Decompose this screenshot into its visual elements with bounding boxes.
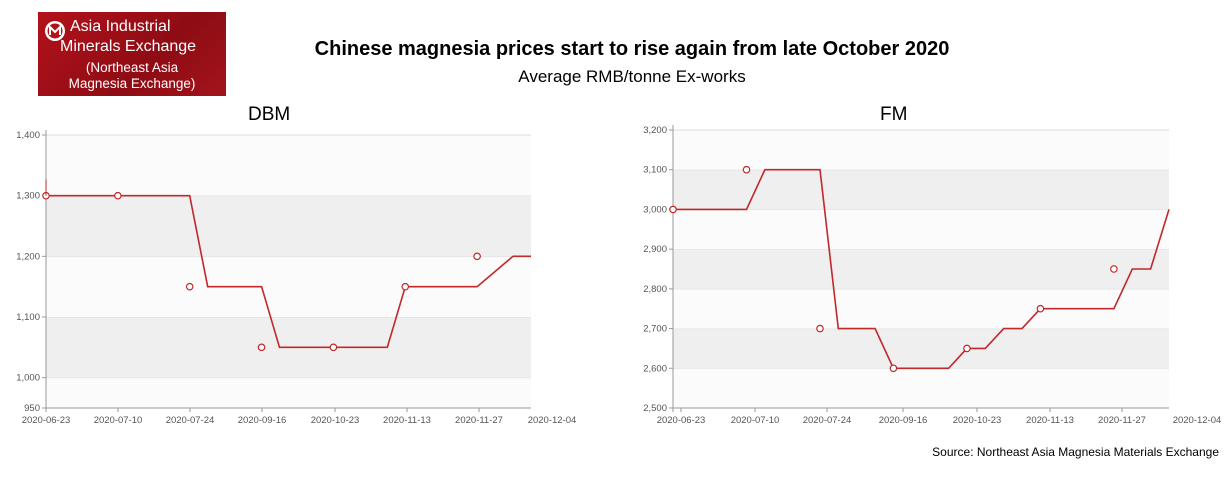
data-point [257, 343, 266, 352]
x-tick-label: 2020-11-13 [1026, 415, 1074, 426]
y-tick-label: 2,700 [643, 324, 667, 335]
y-tick-label: 3,200 [643, 125, 667, 136]
chart-title-dbm: DBM [248, 104, 291, 125]
y-tick-label: 2,900 [643, 244, 667, 255]
chart-title-fm: FM [880, 104, 908, 125]
data-point [1110, 265, 1118, 273]
x-tick-label: 2020-11-13 [383, 415, 431, 426]
y-tick-label: 3,100 [643, 165, 667, 176]
grid-band [673, 209, 1169, 250]
chart-fm: 2,500 2,600 2,700 2,800 2,900 3,000 3,100 3,200… [643, 125, 1221, 426]
y-tick-label: 1,300 [16, 191, 40, 202]
x-tick-label: 2020-12-04 [528, 415, 577, 426]
x-tick-label: 2020-06-23 [22, 415, 71, 426]
x-tick-label: 2020-06-23 [657, 415, 706, 426]
exchange-logo: Asia Industrial Minerals Exchange (North… [38, 12, 226, 96]
series-line [673, 168, 1170, 370]
grid-band [673, 169, 1169, 210]
x-tick-label: 2020-07-10 [731, 415, 780, 426]
logo-line-3: (Northeast Asia [85, 60, 179, 75]
y-tick-label: 2,600 [643, 363, 667, 374]
data-point [742, 165, 751, 174]
data-point [1036, 304, 1045, 313]
chart-dbm: 950 1,000 1,100 1,200 1,300 1,400 2020-06-23 20… [16, 130, 576, 426]
data-point [816, 324, 824, 333]
logo-line-4: Magnesia Exchange) [68, 76, 196, 91]
x-tick-label: 2020-11-27 [1098, 415, 1146, 426]
page-subtitle: Average RMB/tonne Ex-works [518, 67, 746, 86]
y-tick-label: 950 [24, 403, 40, 414]
y-tick-label: 1,100 [16, 312, 40, 323]
y-tick-label: 2,800 [643, 284, 667, 295]
x-tick-label: 2020-10-23 [953, 415, 1002, 426]
data-point [401, 282, 410, 291]
x-tick-label: 2020-12-04 [1173, 415, 1222, 426]
y-tick-label: 1,400 [16, 130, 40, 141]
grid-band [673, 249, 1169, 289]
data-point [329, 343, 338, 352]
grid-band [46, 135, 531, 196]
x-tick-label: 2020-09-16 [879, 415, 928, 426]
grid-band [46, 195, 531, 257]
x-tick-label: 2020-07-10 [94, 415, 143, 426]
y-tick-label: 1,000 [16, 373, 40, 384]
grid-band [673, 328, 1169, 369]
grid-band [673, 130, 1169, 170]
x-tick-label: 2020-07-24 [166, 415, 215, 426]
source-note: Source: Northeast Asia Magnesia Material… [932, 445, 1219, 459]
page-title: Chinese magnesia prices start to rise ag… [314, 38, 950, 60]
data-point [889, 364, 898, 373]
data-point [114, 191, 122, 200]
x-tick-label: 2020-07-24 [803, 415, 852, 426]
series-line [46, 194, 531, 349]
x-tick-label: 2020-10-23 [311, 415, 360, 426]
m-circle-logo-icon [45, 21, 65, 41]
grid-band [673, 368, 1169, 408]
data-point [473, 252, 481, 261]
data-point [185, 282, 194, 291]
data-point [963, 344, 971, 353]
grid-band [46, 377, 531, 408]
logo-line-2: Minerals Exchange [60, 38, 197, 55]
x-tick-label: 2020-11-27 [455, 415, 503, 426]
logo-line-1: Asia Industrial [70, 18, 171, 35]
x-tick-label: 2020-09-16 [238, 415, 287, 426]
data-point [669, 205, 677, 214]
y-tick-label: 1,200 [16, 251, 40, 262]
y-tick-label: 2,500 [643, 403, 667, 414]
y-tick-label: 3,000 [643, 204, 667, 215]
